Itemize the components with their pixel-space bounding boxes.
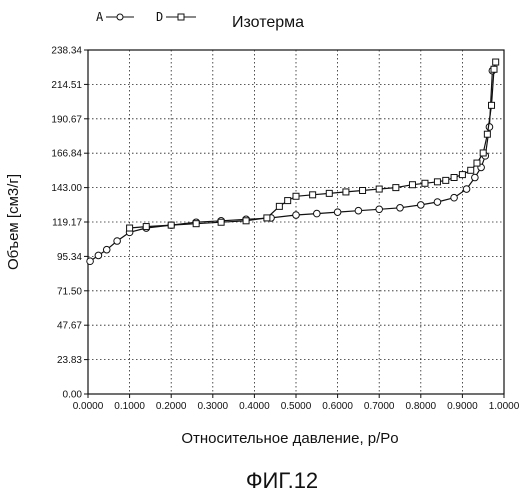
data-point-d — [127, 225, 133, 231]
data-point-d — [218, 219, 224, 225]
data-point-d — [193, 221, 199, 227]
y-tick-label: 143.00 — [51, 183, 82, 194]
data-point-d — [451, 175, 457, 181]
series-line-a — [90, 71, 492, 262]
data-point-a — [87, 258, 94, 265]
data-point-d — [343, 189, 349, 195]
data-point-d — [243, 218, 249, 224]
y-tick-label: 71.50 — [57, 286, 82, 297]
data-point-d — [360, 187, 366, 193]
x-tick-label: 0.4000 — [239, 401, 270, 412]
data-point-d — [434, 179, 440, 185]
data-point-a — [434, 199, 441, 206]
y-tick-label: 238.34 — [51, 46, 82, 57]
data-point-a — [472, 174, 479, 181]
data-point-a — [463, 186, 470, 193]
series-d — [127, 59, 499, 231]
data-point-d — [393, 185, 399, 191]
data-point-a — [376, 206, 383, 213]
legend-marker-a — [117, 14, 123, 20]
y-tick-label: 214.51 — [51, 80, 82, 91]
y-axis-label: Объем [см3/г] — [5, 174, 22, 270]
y-tick-label: 95.34 — [57, 252, 82, 263]
grid-lines — [88, 50, 504, 394]
y-tick-label: 119.17 — [52, 218, 82, 229]
data-point-d — [143, 224, 149, 230]
data-point-a — [418, 202, 425, 209]
data-point-a — [293, 212, 300, 219]
y-axis-ticks: 0.00 23.83 47.67 71.50 95.34 119.17 143.00 166.… — [51, 46, 88, 401]
x-tick-label: 0.1000 — [114, 401, 145, 412]
data-point-a — [314, 210, 321, 217]
x-axis-label: Относительное давление, p/Po — [181, 430, 398, 447]
y-tick-label: 190.67 — [51, 114, 82, 125]
data-point-d — [468, 167, 474, 173]
x-tick-label: 0.9000 — [447, 401, 478, 412]
data-point-d — [422, 180, 428, 186]
figure-caption: ФИГ.12 — [246, 468, 318, 493]
legend-label-a: A — [96, 10, 104, 24]
data-point-d — [285, 198, 291, 204]
chart-title: Изотерма — [232, 14, 304, 31]
data-point-d — [474, 160, 480, 166]
data-point-d — [489, 102, 495, 108]
data-point-d — [326, 190, 332, 196]
data-point-a — [103, 246, 110, 253]
data-point-d — [376, 186, 382, 192]
y-tick-label: 23.83 — [57, 355, 82, 366]
series-a — [87, 67, 496, 264]
y-tick-label: 0.00 — [63, 390, 83, 401]
data-point-d — [264, 215, 270, 221]
data-point-a — [334, 209, 341, 216]
y-tick-label: 47.67 — [57, 321, 82, 332]
data-point-d — [168, 222, 174, 228]
x-tick-label: 0.8000 — [406, 401, 437, 412]
data-point-d — [409, 182, 415, 188]
legend-label-d: D — [156, 10, 163, 24]
legend-marker-d — [178, 14, 184, 20]
data-point-a — [95, 252, 102, 259]
x-tick-label: 0.5000 — [281, 401, 312, 412]
data-point-a — [486, 124, 493, 131]
data-point-d — [459, 172, 465, 178]
series-layer — [87, 59, 499, 264]
data-point-a — [397, 205, 404, 212]
x-tick-label: 0.6000 — [322, 401, 353, 412]
data-point-d — [276, 203, 282, 209]
data-point-d — [443, 177, 449, 183]
data-point-d — [310, 192, 316, 198]
y-tick-label: 166.84 — [51, 149, 82, 160]
data-point-a — [451, 194, 458, 201]
data-point-d — [480, 150, 486, 156]
data-point-d — [484, 131, 490, 137]
x-tick-label: 0.2000 — [156, 401, 187, 412]
data-point-d — [491, 66, 497, 72]
x-tick-label: 0.7000 — [364, 401, 395, 412]
data-point-d — [293, 193, 299, 199]
x-axis-ticks: 0.0000 0.1000 0.2000 0.3000 0.4000 0.5000 0.60… — [73, 394, 520, 412]
x-tick-label: 0.3000 — [198, 401, 229, 412]
data-point-a — [355, 207, 362, 214]
legend: A D — [96, 10, 196, 24]
x-tick-label: 1.0000 — [489, 401, 520, 412]
x-tick-label: 0.0000 — [73, 401, 104, 412]
data-point-a — [114, 238, 121, 245]
data-point-d — [493, 59, 499, 65]
